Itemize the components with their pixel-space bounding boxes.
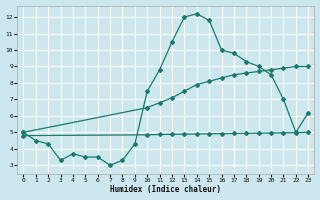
X-axis label: Humidex (Indice chaleur): Humidex (Indice chaleur) [110,185,221,194]
